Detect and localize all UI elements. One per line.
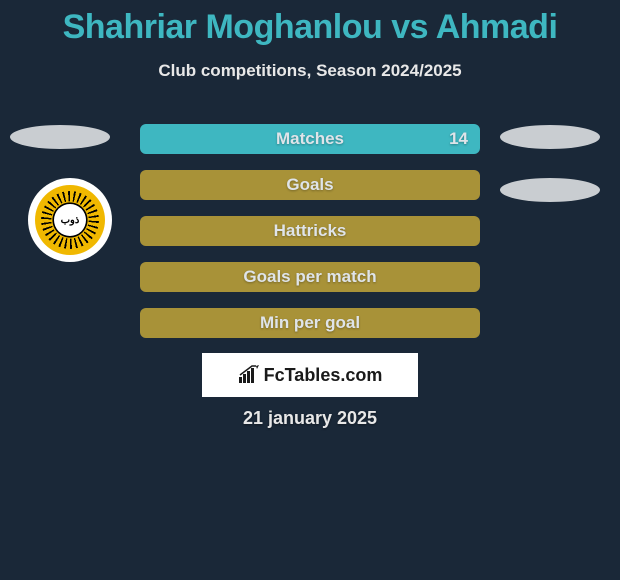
stat-row: Min per goal: [140, 308, 480, 338]
stat-row: Goals: [140, 170, 480, 200]
team-logo-ring: ذوب: [35, 185, 105, 255]
stat-label: Min per goal: [260, 313, 360, 333]
stat-row: Matches 14: [140, 124, 480, 154]
stat-label: Hattricks: [274, 221, 347, 241]
date-label: 21 january 2025: [0, 408, 620, 429]
team-logo-center: ذوب: [54, 204, 86, 236]
right-player-badge-2: [500, 178, 600, 202]
stat-row: Hattricks: [140, 216, 480, 246]
stat-value: 14: [449, 129, 468, 149]
stat-label: Goals per match: [243, 267, 376, 287]
subtitle: Club competitions, Season 2024/2025: [0, 61, 620, 81]
fctables-chart-icon: [238, 365, 260, 385]
stat-row: Goals per match: [140, 262, 480, 292]
stats-area: Matches 14 Goals Hattricks Goals per match Mi…: [140, 124, 480, 354]
stat-label: Matches: [276, 129, 344, 149]
stat-label: Goals: [286, 175, 333, 195]
fctables-text: FcTables.com: [264, 365, 383, 386]
team-logo: ذوب: [28, 178, 112, 262]
page-title: Shahriar Moghanlou vs Ahmadi: [0, 0, 620, 47]
left-player-badge: [10, 125, 110, 149]
fctables-attribution: FcTables.com: [202, 353, 418, 397]
right-player-badge-1: [500, 125, 600, 149]
